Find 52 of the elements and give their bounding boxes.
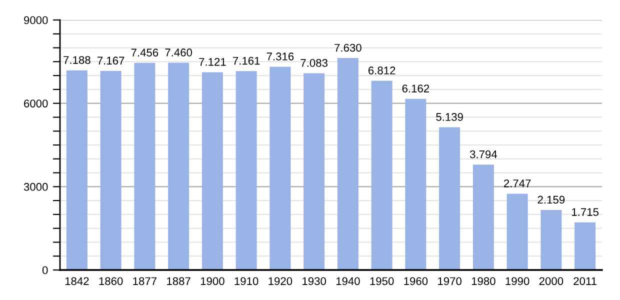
data-label: 5.139 bbox=[436, 113, 463, 121]
y-tick-label: 9000 bbox=[24, 16, 48, 24]
x-tick-label: 1887 bbox=[167, 277, 190, 286]
x-tick-label: 1930 bbox=[302, 277, 326, 286]
bar bbox=[304, 73, 325, 270]
x-tick-label: 2011 bbox=[574, 277, 596, 286]
data-label: 7.167 bbox=[97, 56, 124, 65]
data-label: 6.812 bbox=[368, 66, 396, 74]
bar bbox=[439, 127, 460, 270]
bar bbox=[236, 71, 257, 270]
bar bbox=[270, 66, 291, 270]
data-label: 2.747 bbox=[504, 179, 531, 188]
y-tick-label: 0 bbox=[42, 266, 48, 274]
bar bbox=[371, 80, 392, 270]
bar bbox=[168, 62, 190, 270]
bar bbox=[202, 72, 223, 270]
bar bbox=[405, 98, 426, 270]
bar bbox=[66, 70, 88, 270]
data-label: 7.188 bbox=[64, 56, 90, 64]
bar bbox=[472, 164, 494, 270]
bar bbox=[574, 222, 596, 270]
x-tick-label: 1920 bbox=[268, 277, 292, 286]
x-tick-label: 1980 bbox=[472, 277, 496, 286]
data-label: 7.316 bbox=[266, 52, 294, 60]
data-label: 7.460 bbox=[165, 48, 192, 56]
x-tick-label: 1860 bbox=[99, 277, 123, 286]
x-tick-label: 1970 bbox=[438, 277, 462, 286]
bar bbox=[540, 210, 562, 270]
x-tick-label: 1910 bbox=[234, 277, 258, 286]
x-tick-label: 1842 bbox=[65, 277, 89, 286]
y-tick-label: 3000 bbox=[24, 182, 48, 191]
data-label: 2.159 bbox=[538, 196, 565, 204]
bar bbox=[506, 194, 528, 270]
bar bbox=[134, 62, 156, 270]
x-tick-label: 1900 bbox=[200, 277, 224, 286]
data-label: 6.162 bbox=[402, 84, 430, 92]
x-tick-label: 1960 bbox=[404, 277, 428, 286]
data-label: 3.794 bbox=[470, 150, 498, 158]
data-label: 1.715 bbox=[572, 208, 598, 216]
x-tick-label: 1940 bbox=[336, 277, 360, 286]
x-tick-label: 1950 bbox=[370, 277, 394, 286]
bar bbox=[337, 58, 358, 270]
x-tick-label: 1990 bbox=[506, 277, 530, 286]
data-label: 7.630 bbox=[334, 44, 362, 52]
data-label: 7.083 bbox=[300, 59, 328, 67]
x-tick-label: 2000 bbox=[539, 277, 564, 286]
y-tick-label: 6000 bbox=[24, 100, 48, 108]
data-label: 7.456 bbox=[131, 48, 158, 57]
data-label: 7.161 bbox=[232, 56, 260, 65]
data-label: 7.121 bbox=[199, 58, 226, 66]
bar bbox=[100, 70, 122, 270]
x-tick-label: 1877 bbox=[133, 277, 156, 286]
